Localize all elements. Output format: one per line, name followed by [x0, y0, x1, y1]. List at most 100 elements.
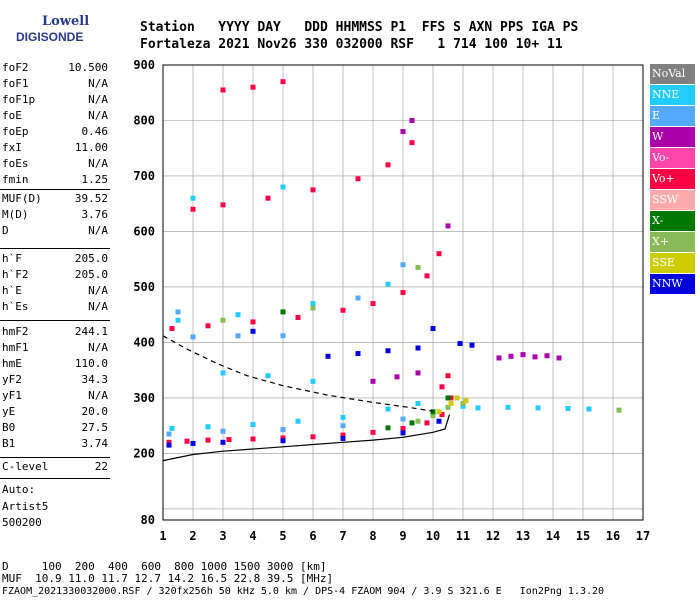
- x-tick-label: 3: [219, 529, 226, 543]
- echo-point: [445, 373, 451, 379]
- logo-digisonde: DIGISONDE: [16, 30, 84, 44]
- echo-point: [280, 438, 286, 444]
- echo-point: [220, 317, 226, 323]
- param-value: 205.0: [74, 252, 108, 265]
- polarization-legend: NoVal NNE E W Vo- Vo+ SSW X- X+ SSE NNW: [650, 64, 695, 295]
- param-name: yF1: [2, 389, 22, 402]
- echo-point: [385, 348, 391, 354]
- separator: [0, 478, 110, 479]
- echo-point: [460, 403, 466, 409]
- legend-item: NNW: [650, 274, 695, 294]
- echo-point: [370, 429, 376, 435]
- echo-point: [280, 435, 286, 441]
- echo-point: [310, 434, 316, 440]
- param-value: 10.500: [68, 61, 108, 74]
- echo-point: [250, 422, 256, 428]
- y-tick-label: 600: [133, 224, 155, 238]
- echo-point: [439, 412, 445, 418]
- echo-point: [220, 370, 226, 376]
- echo-point: [409, 140, 415, 146]
- digisonde-logo: Lowell DIGISONDE: [4, 4, 89, 46]
- echo-point: [532, 354, 538, 360]
- echo-point: [370, 378, 376, 384]
- echo-point: [340, 435, 346, 441]
- footer-file-info: FZAOM_2021330032000.RSF / 320fx256h 50 k…: [2, 586, 605, 597]
- param-name: h`E: [2, 284, 22, 297]
- echo-point: [409, 420, 415, 426]
- echo-point: [325, 353, 331, 359]
- param-name: h`F: [2, 252, 22, 265]
- echo-point: [250, 84, 256, 90]
- echo-point: [454, 395, 460, 401]
- param-value: 39.52: [74, 192, 108, 205]
- param-name: D: [2, 224, 9, 237]
- echo-point: [295, 314, 301, 320]
- echo-point: [340, 307, 346, 313]
- param-value: 110.0: [74, 357, 108, 370]
- autoscale-code: 500200: [2, 516, 42, 529]
- param-value: 244.1: [74, 325, 108, 338]
- echo-point: [430, 409, 436, 415]
- echo-point: [400, 416, 406, 422]
- echo-point: [508, 353, 514, 359]
- param-row: M(D) 3.76: [2, 207, 108, 222]
- param-name: fmin: [2, 173, 29, 186]
- x-tick-label: 16: [606, 529, 620, 543]
- echo-point: [430, 413, 436, 419]
- param-value: 3.74: [81, 437, 109, 450]
- legend-item: X-: [650, 211, 695, 231]
- echo-point: [280, 309, 286, 315]
- echo-point: [586, 406, 592, 412]
- param-value: N/A: [88, 300, 108, 313]
- legend-item: E: [650, 106, 695, 126]
- param-row: B1 3.74: [2, 436, 108, 451]
- echo-point: [175, 309, 181, 315]
- echo-point: [394, 374, 400, 380]
- x-tick-label: 14: [546, 529, 560, 543]
- param-row: hmF1 N/A: [2, 340, 108, 355]
- x-tick-label: 12: [486, 529, 500, 543]
- echo-point: [235, 312, 241, 318]
- echo-point: [400, 262, 406, 268]
- param-row: MUF(D) 39.52: [2, 191, 108, 206]
- echo-point: [460, 400, 466, 406]
- param-value: N/A: [88, 157, 108, 170]
- echo-point: [385, 425, 391, 431]
- separator: [0, 248, 110, 249]
- param-value: 11.00: [74, 141, 108, 154]
- param-value: 22: [94, 460, 108, 473]
- param-row: fxI 11.00: [2, 140, 108, 155]
- echo-point: [169, 425, 175, 431]
- legend-item: X+: [650, 232, 695, 252]
- param-row: yE 20.0: [2, 404, 108, 419]
- echo-point: [340, 414, 346, 420]
- legend-item: SSE: [650, 253, 695, 273]
- echo-point: [190, 440, 196, 446]
- echo-point: [280, 79, 286, 85]
- param-value: 1.25: [81, 173, 109, 186]
- x-tick-label: 9: [399, 529, 406, 543]
- y-tick-label: 80: [141, 513, 155, 527]
- param-name: yE: [2, 405, 16, 418]
- param-row: fmin 1.25: [2, 172, 108, 187]
- echo-point: [424, 273, 430, 279]
- echo-point: [400, 425, 406, 431]
- param-name: h`Es: [2, 300, 29, 313]
- param-value: 27.5: [81, 421, 109, 434]
- echo-point: [310, 305, 316, 311]
- param-value: N/A: [88, 93, 108, 106]
- autoscale-method: Artist5: [2, 500, 49, 513]
- echo-point: [355, 176, 361, 182]
- echo-point: [436, 409, 442, 415]
- echo-point: [457, 341, 463, 347]
- echo-point: [265, 373, 271, 379]
- param-value: 205.0: [74, 268, 108, 281]
- logo-lowell: Lowell: [42, 14, 90, 29]
- header-values: Fortaleza 2021 Nov26 330 032000 RSF 1 71…: [140, 37, 563, 52]
- param-row: B0 27.5: [2, 420, 108, 435]
- separator: [0, 189, 110, 190]
- y-tick-label: 400: [133, 335, 155, 349]
- echo-point: [475, 405, 481, 411]
- echo-point: [340, 432, 346, 438]
